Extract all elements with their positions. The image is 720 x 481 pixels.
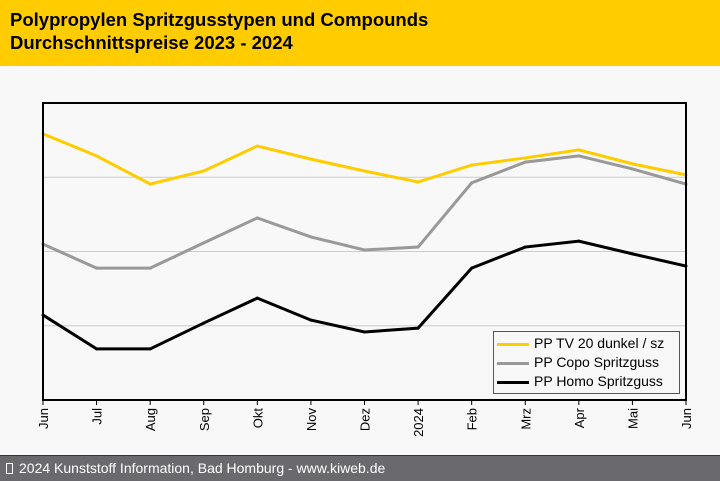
data-point xyxy=(255,144,259,148)
data-point xyxy=(148,266,152,270)
data-point xyxy=(470,163,474,167)
data-point xyxy=(523,245,527,249)
data-point xyxy=(523,156,527,160)
line-chart: Jun Jul Aug Sep Okt Nov Dez 2024 Feb Mrz Apr Mai Jun xyxy=(36,102,694,437)
chart-title: Polypropylen Spritzgusstypen und Compoun… xyxy=(10,9,429,30)
data-point xyxy=(577,239,581,243)
series-lines xyxy=(41,132,688,351)
data-point xyxy=(95,154,99,158)
data-point xyxy=(309,235,313,239)
legend: PP TV 20 dunkel / sz PP Copo Spritzguss … xyxy=(493,331,680,394)
x-tick-label: Sep xyxy=(197,408,212,431)
x-tick-label: Aug xyxy=(143,408,158,431)
data-point xyxy=(523,160,527,164)
x-axis-labels: Jun Jul Aug Sep Okt Nov Dez 2024 Feb Mrz Apr Mai Jun xyxy=(36,407,694,437)
footer: 2024 Kunststoff Information, Bad Homburg… xyxy=(0,455,720,481)
data-point xyxy=(148,182,152,186)
x-tick-label: 2024 xyxy=(411,408,426,437)
data-point xyxy=(470,181,474,185)
footer-text: 2024 Kunststoff Information, Bad Homburg… xyxy=(19,460,386,476)
x-tick-label: Feb xyxy=(465,408,480,430)
data-point xyxy=(255,296,259,300)
data-point xyxy=(202,241,206,245)
data-point xyxy=(255,216,259,220)
data-point xyxy=(630,252,634,256)
data-point xyxy=(309,157,313,161)
data-point xyxy=(416,180,420,184)
chart-header: Polypropylen Spritzgusstypen und Compoun… xyxy=(0,0,720,66)
data-point xyxy=(202,169,206,173)
legend-item-pp-homo: PP Homo Spritzguss xyxy=(494,372,681,392)
x-tick-label: Nov xyxy=(304,408,319,432)
x-tick-label: Mai xyxy=(625,408,640,429)
x-tick-label: Apr xyxy=(572,407,587,428)
data-point xyxy=(95,347,99,351)
legend-swatch-gray xyxy=(497,362,529,365)
legend-label: PP Copo Spritzguss xyxy=(534,354,660,370)
x-tick-label: Mrz xyxy=(518,408,533,430)
data-point xyxy=(309,318,313,322)
data-point xyxy=(630,162,634,166)
x-tick-label: Dez xyxy=(358,408,373,431)
data-point xyxy=(202,321,206,325)
data-point xyxy=(470,266,474,270)
chart-area: Jun Jul Aug Sep Okt Nov Dez 2024 Feb Mrz Apr Mai Jun… xyxy=(0,66,720,460)
data-point xyxy=(95,266,99,270)
legend-swatch-yellow xyxy=(497,343,529,346)
data-point xyxy=(416,245,420,249)
data-point xyxy=(630,167,634,171)
data-point xyxy=(577,154,581,158)
data-point xyxy=(148,347,152,351)
data-point xyxy=(577,148,581,152)
chart-subtitle: Durchschnittspreise 2023 - 2024 xyxy=(10,32,293,53)
copyright-symbol-icon xyxy=(6,463,13,474)
legend-swatch-black xyxy=(497,381,529,384)
x-tick-label: Jun xyxy=(36,408,51,429)
x-tick-label: Okt xyxy=(250,408,265,429)
data-point xyxy=(363,169,366,173)
x-axis-ticks xyxy=(42,400,687,405)
data-point xyxy=(363,248,366,252)
x-tick-label: Jul xyxy=(90,408,105,425)
x-tick-label: Jun xyxy=(679,408,694,429)
data-point xyxy=(363,330,366,334)
legend-label: PP TV 20 dunkel / sz xyxy=(534,335,665,351)
legend-label: PP Homo Spritzguss xyxy=(534,373,663,389)
data-point xyxy=(416,326,420,330)
legend-item-pp-tv-20: PP TV 20 dunkel / sz xyxy=(494,334,681,354)
legend-item-pp-copo: PP Copo Spritzguss xyxy=(494,353,681,373)
